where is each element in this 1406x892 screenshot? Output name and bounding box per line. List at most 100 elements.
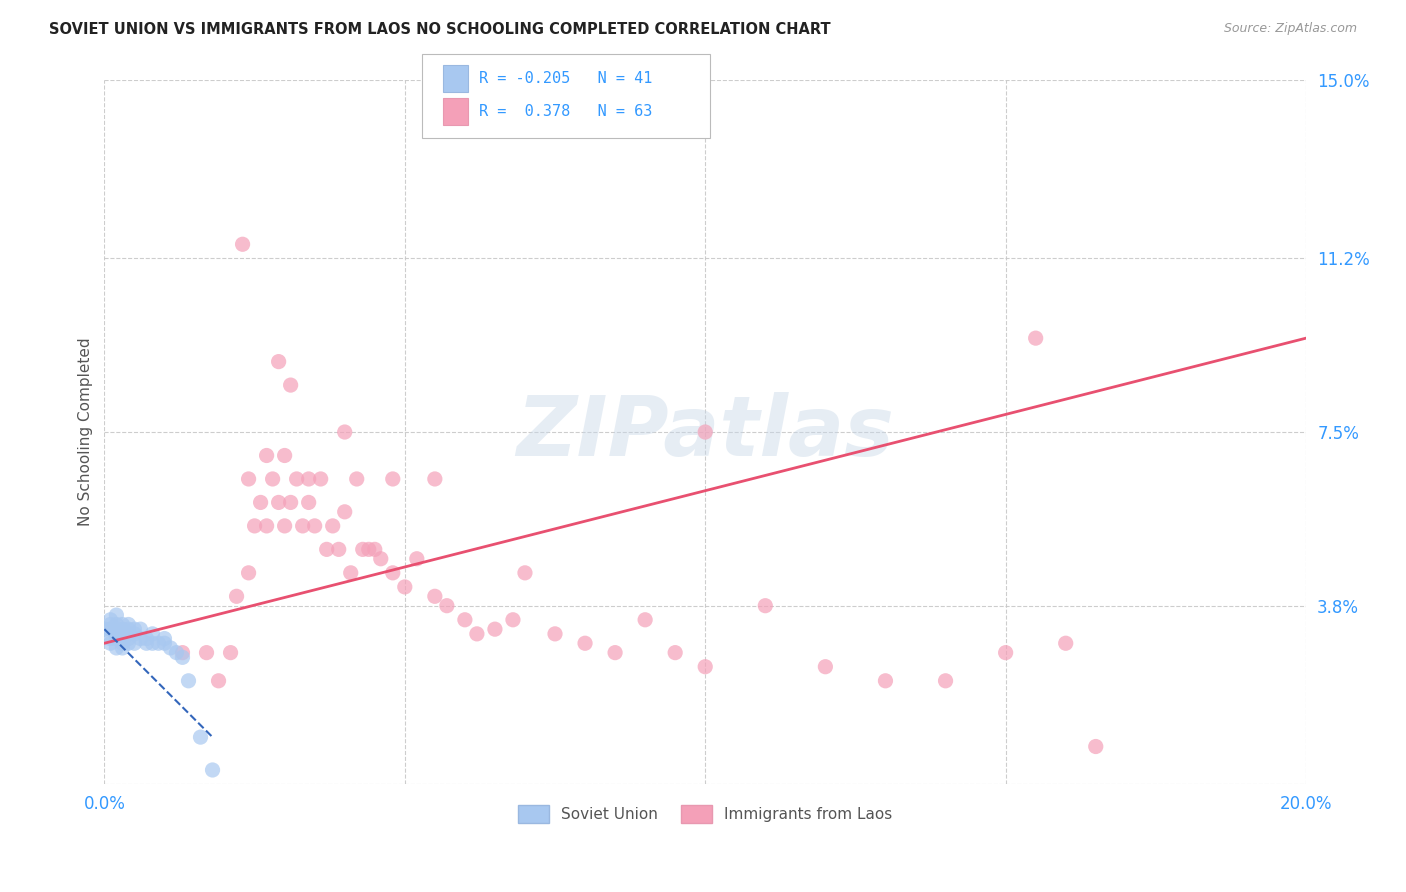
Point xyxy=(219,646,242,660)
Point xyxy=(93,622,115,636)
Point xyxy=(364,542,387,557)
Point xyxy=(328,542,350,557)
Point xyxy=(994,646,1017,660)
Point xyxy=(100,622,122,636)
Point xyxy=(249,495,271,509)
Point xyxy=(141,636,163,650)
Point xyxy=(172,646,194,660)
Point xyxy=(105,632,128,646)
Point xyxy=(100,636,122,650)
Point xyxy=(238,472,260,486)
Point xyxy=(238,566,260,580)
Point xyxy=(695,659,717,673)
Point xyxy=(105,640,128,655)
Point xyxy=(111,636,134,650)
Point xyxy=(484,622,506,636)
Point xyxy=(135,632,157,646)
Y-axis label: No Schooling Completed: No Schooling Completed xyxy=(79,338,93,526)
Point xyxy=(105,622,128,636)
Point xyxy=(105,608,128,623)
Text: R = -0.205   N = 41: R = -0.205 N = 41 xyxy=(479,71,652,86)
Point xyxy=(141,627,163,641)
Point xyxy=(225,590,247,604)
Point xyxy=(172,650,194,665)
Point xyxy=(346,472,368,486)
Point xyxy=(339,566,361,580)
Text: ZIPatlas: ZIPatlas xyxy=(516,392,894,473)
Point xyxy=(153,636,176,650)
Text: SOVIET UNION VS IMMIGRANTS FROM LAOS NO SCHOOLING COMPLETED CORRELATION CHART: SOVIET UNION VS IMMIGRANTS FROM LAOS NO … xyxy=(49,22,831,37)
Point xyxy=(166,646,188,660)
Point xyxy=(333,425,356,439)
Point xyxy=(256,449,278,463)
Point xyxy=(1084,739,1107,754)
Point xyxy=(875,673,897,688)
Point xyxy=(280,378,302,392)
Point xyxy=(370,551,392,566)
Point xyxy=(129,632,152,646)
Text: R =  0.378   N = 63: R = 0.378 N = 63 xyxy=(479,104,652,119)
Point xyxy=(232,237,254,252)
Point xyxy=(100,613,122,627)
Point xyxy=(423,472,446,486)
Point xyxy=(111,622,134,636)
Point xyxy=(256,519,278,533)
Point xyxy=(105,617,128,632)
Point xyxy=(574,636,596,650)
Point xyxy=(315,542,337,557)
Point xyxy=(664,646,686,660)
Text: Source: ZipAtlas.com: Source: ZipAtlas.com xyxy=(1223,22,1357,36)
Point xyxy=(454,613,477,627)
Point xyxy=(135,636,157,650)
Point xyxy=(190,730,212,744)
Point xyxy=(436,599,458,613)
Point xyxy=(322,519,344,533)
Point xyxy=(273,449,295,463)
Point xyxy=(544,627,567,641)
Point xyxy=(124,636,146,650)
Point xyxy=(394,580,416,594)
Point xyxy=(309,472,332,486)
Point xyxy=(634,613,657,627)
Point xyxy=(117,627,139,641)
Point xyxy=(111,632,134,646)
Point xyxy=(267,495,290,509)
Point xyxy=(100,632,122,646)
Legend: Soviet Union, Immigrants from Laos: Soviet Union, Immigrants from Laos xyxy=(512,799,898,830)
Point xyxy=(207,673,229,688)
Point xyxy=(603,646,626,660)
Point xyxy=(111,627,134,641)
Point xyxy=(117,622,139,636)
Point xyxy=(262,472,284,486)
Point xyxy=(285,472,308,486)
Point xyxy=(124,627,146,641)
Point xyxy=(1054,636,1077,650)
Point xyxy=(298,495,321,509)
Point xyxy=(814,659,837,673)
Point xyxy=(465,627,488,641)
Point xyxy=(352,542,374,557)
Point xyxy=(105,627,128,641)
Point xyxy=(267,354,290,368)
Point xyxy=(935,673,957,688)
Point xyxy=(1025,331,1047,345)
Point xyxy=(695,425,717,439)
Point xyxy=(423,590,446,604)
Point xyxy=(117,632,139,646)
Point xyxy=(405,551,427,566)
Point xyxy=(513,566,536,580)
Point xyxy=(201,763,224,777)
Point xyxy=(273,519,295,533)
Point xyxy=(100,617,122,632)
Point xyxy=(357,542,380,557)
Point xyxy=(159,640,181,655)
Point xyxy=(111,640,134,655)
Point xyxy=(243,519,266,533)
Point xyxy=(111,617,134,632)
Point xyxy=(298,472,321,486)
Point xyxy=(124,622,146,636)
Point xyxy=(117,617,139,632)
Point xyxy=(129,622,152,636)
Point xyxy=(117,636,139,650)
Point xyxy=(153,632,176,646)
